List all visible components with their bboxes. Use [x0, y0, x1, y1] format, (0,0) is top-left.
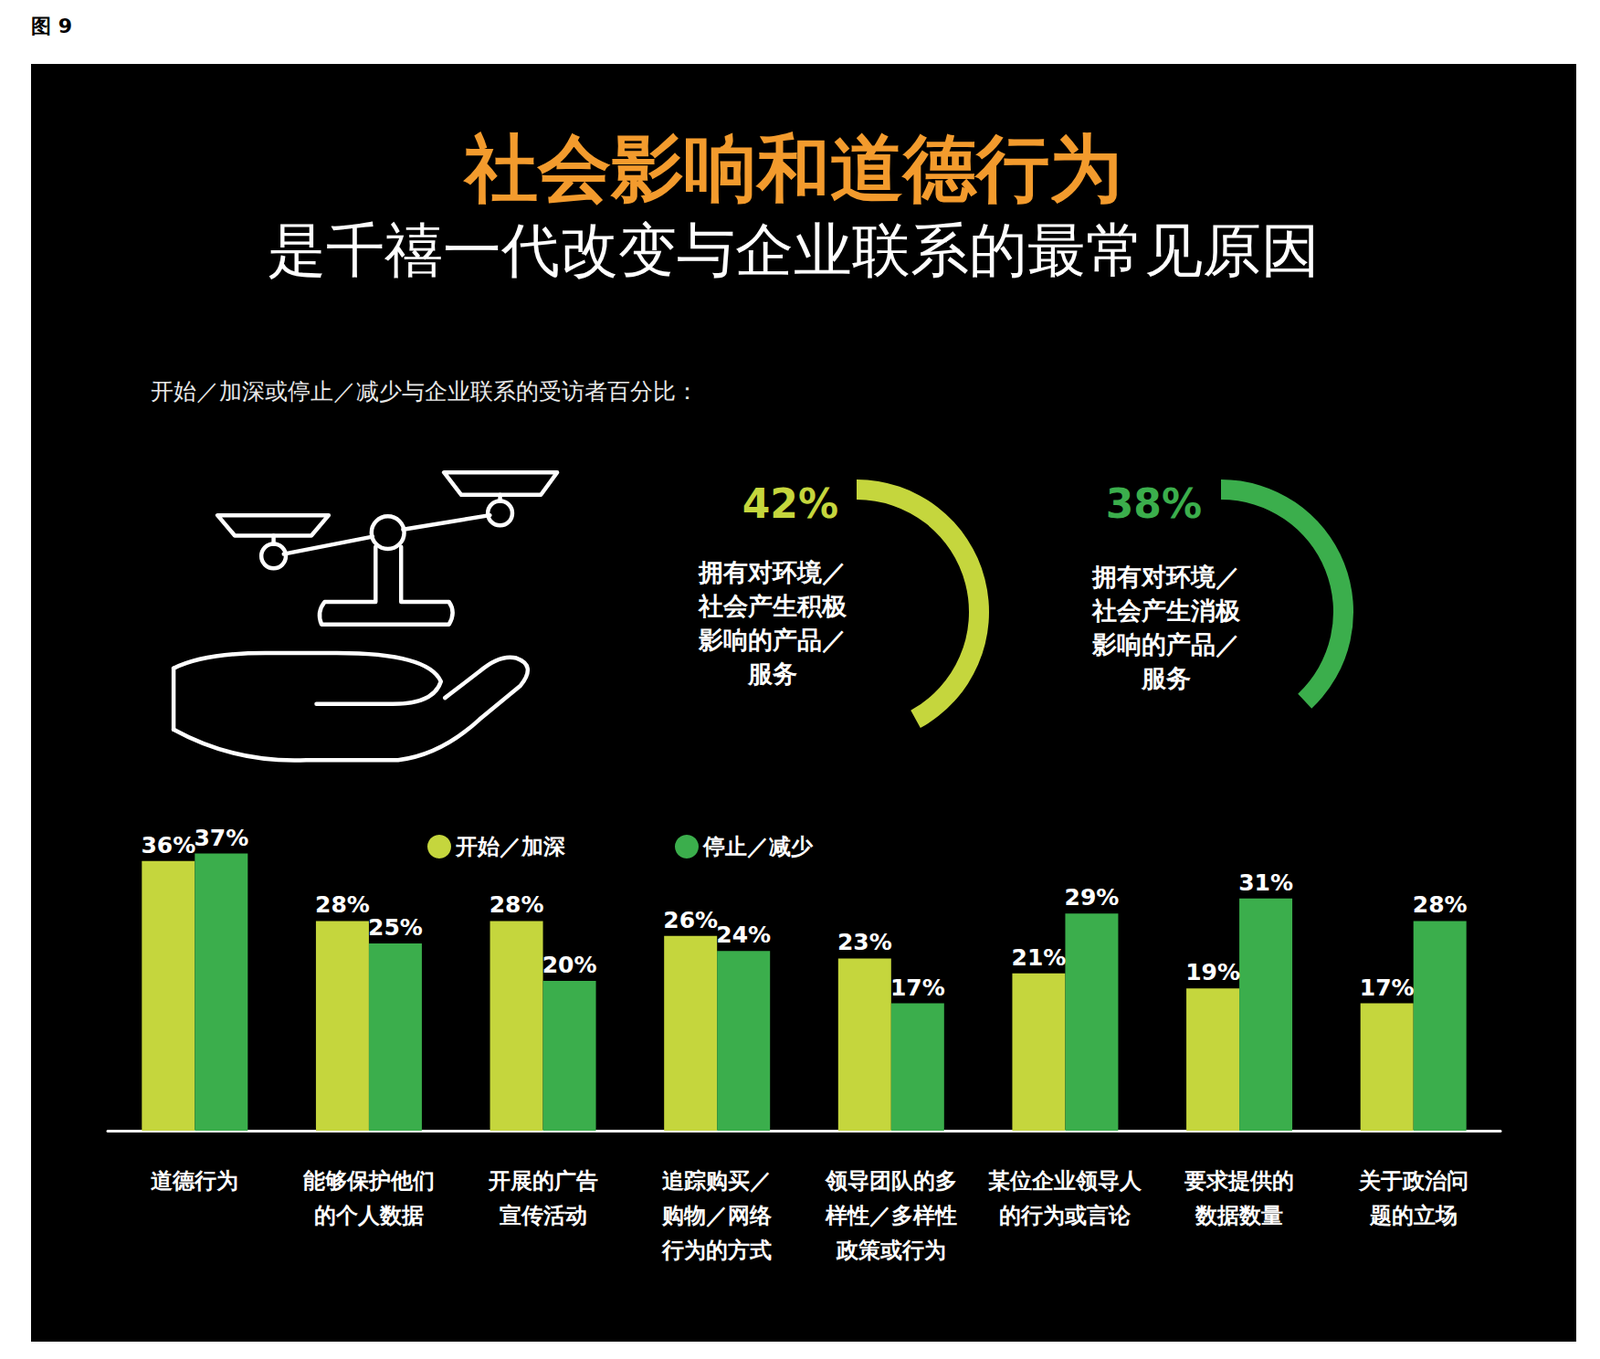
svg-text:31%: 31%: [1238, 869, 1294, 896]
svg-text:开始／加深: 开始／加深: [454, 833, 566, 860]
svg-text:行为的方式: 行为的方式: [661, 1237, 772, 1264]
svg-text:数据数量: 数据数量: [1194, 1202, 1284, 1229]
svg-text:36%: 36%: [140, 831, 196, 859]
svg-text:17%: 17%: [890, 974, 946, 1001]
svg-text:是千禧一代改变与企业联系的最常见原因: 是千禧一代改变与企业联系的最常见原因: [267, 216, 1320, 285]
svg-text:开始／加深或停止／减少与企业联系的受访者百分比：: 开始／加深或停止／减少与企业联系的受访者百分比：: [150, 378, 699, 405]
svg-text:17%: 17%: [1359, 974, 1415, 1001]
svg-text:28%: 28%: [489, 891, 545, 918]
svg-text:样性／多样性: 样性／多样性: [824, 1202, 958, 1229]
svg-text:开展的广告: 开展的广告: [487, 1168, 599, 1194]
svg-text:服务: 服务: [747, 659, 798, 688]
svg-text:宣传活动: 宣传活动: [499, 1202, 588, 1229]
svg-text:领导团队的多: 领导团队的多: [824, 1168, 958, 1194]
svg-text:19%: 19%: [1185, 958, 1241, 986]
svg-text:37%: 37%: [193, 824, 249, 852]
svg-text:26%: 26%: [663, 906, 718, 934]
svg-text:拥有对环境／: 拥有对环境／: [1091, 562, 1241, 591]
svg-text:关于政治问: 关于政治问: [1357, 1168, 1469, 1194]
svg-text:29%: 29%: [1064, 884, 1120, 911]
svg-text:拥有对环境／: 拥有对环境／: [697, 557, 847, 587]
svg-text:要求提供的: 要求提供的: [1183, 1168, 1295, 1194]
svg-text:28%: 28%: [315, 891, 370, 918]
svg-text:停止／减少: 停止／减少: [702, 833, 814, 860]
svg-text:21%: 21%: [1011, 944, 1067, 971]
svg-text:某位企业领导人: 某位企业领导人: [988, 1168, 1143, 1194]
svg-text:社会产生积极: 社会产生积极: [697, 591, 848, 621]
svg-text:28%: 28%: [1412, 891, 1468, 918]
svg-text:影响的产品／: 影响的产品／: [697, 625, 847, 654]
svg-text:20%: 20%: [542, 951, 598, 979]
svg-text:题的立场: 题的立场: [1368, 1202, 1458, 1229]
svg-text:24%: 24%: [715, 921, 771, 948]
svg-text:社会产生消极: 社会产生消极: [1091, 596, 1242, 625]
html-text:图 9: 图 9: [31, 14, 73, 38]
svg-text:的行为或言论: 的行为或言论: [999, 1202, 1132, 1229]
svg-text:购物／网络: 购物／网络: [661, 1202, 773, 1229]
svg-text:42%: 42%: [742, 480, 839, 527]
svg-text:能够保护他们: 能够保护他们: [303, 1168, 435, 1194]
svg-text:政策或行为: 政策或行为: [835, 1237, 947, 1264]
svg-text:道德行为: 道德行为: [150, 1168, 239, 1194]
svg-text:服务: 服务: [1140, 663, 1191, 693]
svg-text:的个人数据: 的个人数据: [314, 1202, 424, 1229]
svg-text:追踪购买／: 追踪购买／: [662, 1168, 772, 1194]
svg-text:社会影响和道德行为: 社会影响和道德行为: [463, 126, 1123, 211]
svg-text:23%: 23%: [837, 928, 893, 956]
svg-text:38%: 38%: [1105, 480, 1202, 527]
svg-text:影响的产品／: 影响的产品／: [1091, 630, 1241, 659]
svg-text:25%: 25%: [368, 914, 423, 941]
